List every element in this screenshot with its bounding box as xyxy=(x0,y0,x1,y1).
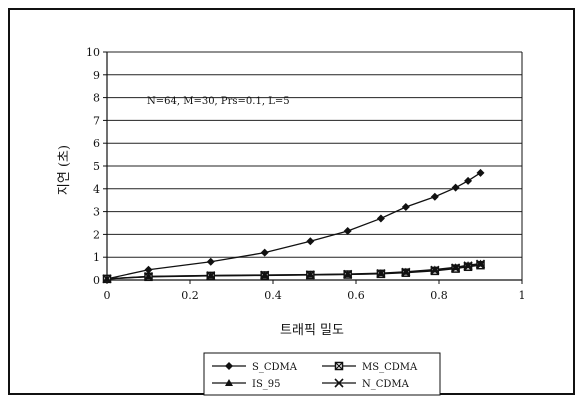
legend-label-n-cdma: N_CDMA xyxy=(362,379,410,390)
y-tick-label: 3 xyxy=(93,206,100,219)
point-n-cdma-2 xyxy=(206,271,216,281)
point-s-cdma-10-shape xyxy=(464,176,473,185)
point-s-cdma-2-shape xyxy=(206,257,215,266)
point-n-cdma-7 xyxy=(401,267,411,277)
y-tick-label: 5 xyxy=(93,160,100,173)
point-s-cdma-5 xyxy=(343,226,352,235)
legend-item-is-95: IS_95 xyxy=(212,379,281,390)
point-is-95-9-shape xyxy=(451,263,460,271)
point-is-95-8-shape xyxy=(430,265,439,273)
point-n-cdma-9-cross-b xyxy=(451,263,461,273)
point-n-cdma-5 xyxy=(343,269,353,279)
y-tick-label: 2 xyxy=(93,228,100,241)
series-markers xyxy=(102,168,486,284)
y-tick-label: 9 xyxy=(93,69,100,82)
point-s-cdma-4 xyxy=(306,237,315,246)
point-n-cdma-8 xyxy=(430,265,440,275)
point-s-cdma-7 xyxy=(401,203,410,212)
point-n-cdma-4-cross-b xyxy=(305,270,315,280)
point-is-95-9 xyxy=(451,263,460,271)
legend-marker-is-95 xyxy=(225,379,233,386)
x-axis-label: 트래픽 밀도 xyxy=(280,323,344,338)
point-s-cdma-3-shape xyxy=(260,248,269,257)
point-is-95-10 xyxy=(464,261,473,269)
legend-label-ms-cdma: MS_CDMA xyxy=(362,362,418,373)
point-s-cdma-2 xyxy=(206,257,215,266)
point-n-cdma-2-cross-b xyxy=(206,271,216,281)
point-n-cdma-5-cross-b xyxy=(343,269,353,279)
point-s-cdma-5-shape xyxy=(343,226,352,235)
point-n-cdma-7-cross-b xyxy=(401,267,411,277)
point-s-cdma-9 xyxy=(451,183,460,192)
point-n-cdma-9 xyxy=(451,263,461,273)
point-s-cdma-8-shape xyxy=(430,192,439,201)
x-tick-label: 0.6 xyxy=(347,289,365,302)
x-tick-label: 0.4 xyxy=(264,289,282,302)
y-tick-label: 10 xyxy=(86,46,100,59)
point-n-cdma-4 xyxy=(305,270,315,280)
point-s-cdma-9-shape xyxy=(451,183,460,192)
legend-item-ms-cdma: MS_CDMA xyxy=(322,361,418,373)
legend-label-s-cdma: S_CDMA xyxy=(252,362,298,373)
y-tick-label: 0 xyxy=(93,274,100,287)
point-is-95-10-shape xyxy=(464,261,473,269)
point-s-cdma-3 xyxy=(260,248,269,257)
legend-marker-n-cdma-cross-b xyxy=(334,378,344,388)
point-n-cdma-6-cross-b xyxy=(376,269,386,279)
legend-box xyxy=(203,352,441,396)
point-n-cdma-3 xyxy=(260,270,270,280)
point-n-cdma-3-cross-b xyxy=(260,270,270,280)
legend-marker-ms-cdma-cross-b xyxy=(335,362,343,370)
point-s-cdma-6-shape xyxy=(376,214,385,223)
point-is-95-8 xyxy=(430,265,439,273)
x-tick-label: 1 xyxy=(519,289,526,302)
y-tick-label: 4 xyxy=(93,183,100,196)
point-n-cdma-6 xyxy=(376,269,386,279)
point-n-cdma-0 xyxy=(102,274,112,284)
y-axis-label: 지연 (초) xyxy=(57,145,72,195)
legend: S_CDMA MS_CDMA IS_95 N_CDMA xyxy=(203,352,441,396)
y-tick-label: 8 xyxy=(93,92,100,105)
point-n-cdma-10 xyxy=(463,261,473,271)
legend-label-is-95: IS_95 xyxy=(252,379,281,390)
legend-marker-s-cdma xyxy=(225,362,233,370)
gridlines xyxy=(103,51,523,284)
point-s-cdma-8 xyxy=(430,192,439,201)
legend-marker-s-cdma-shape xyxy=(225,362,233,370)
axes xyxy=(106,52,523,281)
point-s-cdma-1-shape xyxy=(144,265,153,274)
y-tick-label: 6 xyxy=(93,137,100,150)
x-tick-label: 0.2 xyxy=(181,289,199,302)
point-n-cdma-0-cross-b xyxy=(102,274,112,284)
legend-marker-ms-cdma xyxy=(334,361,344,371)
point-n-cdma-11-cross-b xyxy=(475,259,486,269)
legend-item-n-cdma: N_CDMA xyxy=(322,378,410,390)
point-n-cdma-1 xyxy=(143,272,154,282)
y-tick-label: 7 xyxy=(93,114,100,127)
point-n-cdma-10-cross-b xyxy=(463,261,473,271)
point-s-cdma-4-shape xyxy=(306,237,315,246)
point-s-cdma-7-shape xyxy=(401,203,410,212)
point-n-cdma-11 xyxy=(475,259,486,269)
y-tick-label: 1 xyxy=(93,251,100,264)
x-tick-label: 0 xyxy=(104,289,111,302)
point-s-cdma-10 xyxy=(464,176,473,185)
point-n-cdma-1-cross-b xyxy=(143,272,154,282)
legend-item-s-cdma: S_CDMA xyxy=(212,362,298,373)
point-s-cdma-11-shape xyxy=(476,168,485,177)
x-tick-label: 0.8 xyxy=(430,289,448,302)
point-s-cdma-1 xyxy=(144,265,153,274)
legend-marker-is-95-shape xyxy=(225,379,233,386)
point-s-cdma-6 xyxy=(376,214,385,223)
tick-labels: 0 1 2 3 4 5 6 7 8 9 10 0 0.2 0.4 0.6 0.8 1 xyxy=(86,46,526,302)
point-s-cdma-11 xyxy=(476,168,485,177)
legend-marker-n-cdma xyxy=(334,378,344,388)
chart-annotation: N=64, M=30, Prs=0.1, L=5 xyxy=(147,96,290,107)
point-n-cdma-8-cross-b xyxy=(430,265,440,275)
